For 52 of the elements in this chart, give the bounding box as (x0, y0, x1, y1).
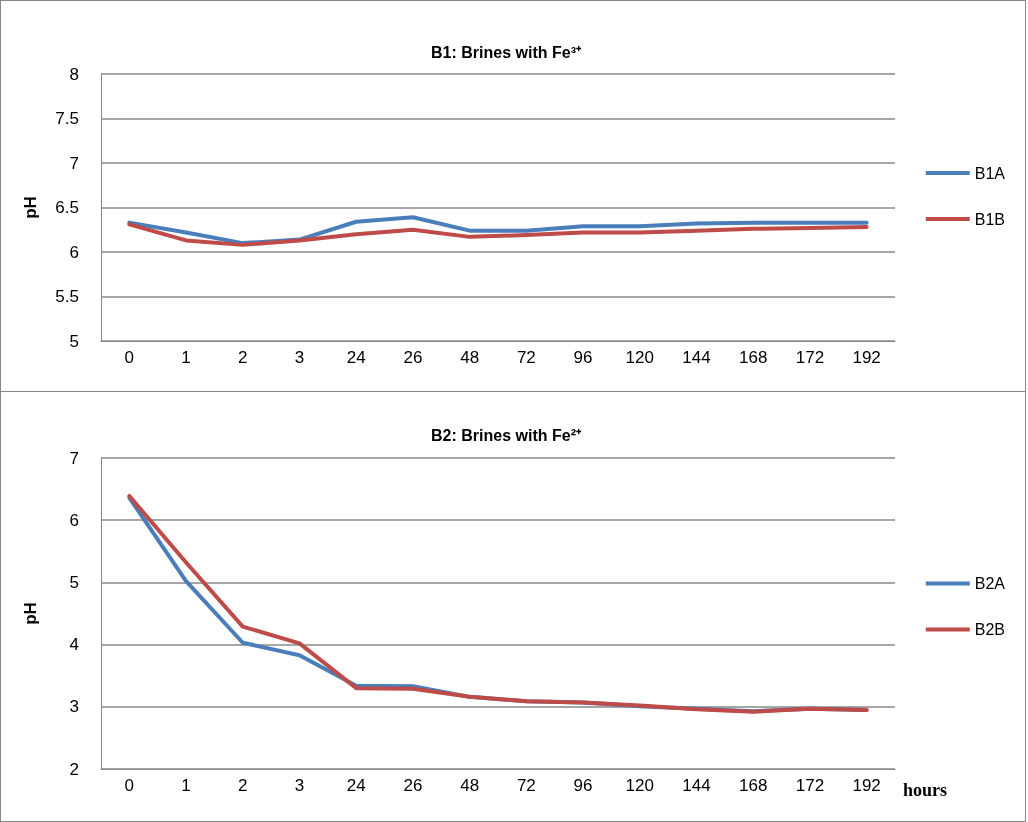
y-tick-label: 7 (69, 448, 79, 468)
x-tick-label: 144 (682, 776, 711, 795)
x-tick-label: 3 (294, 348, 305, 367)
x-tick-label: 26 (403, 776, 423, 795)
x-tick-label: 24 (346, 348, 366, 367)
line-series (127, 215, 869, 246)
x-tick-label: 1 (181, 776, 191, 795)
x-tick-label: 120 (625, 348, 654, 367)
x-tick-label: 2 (238, 348, 248, 367)
x-tick-label: 172 (795, 348, 825, 367)
y-tick-label: 4 (69, 635, 79, 655)
x-tick-label: 120 (625, 776, 654, 795)
x-tick-label: 2 (238, 776, 248, 795)
legend-label: B2A (974, 575, 1006, 592)
y-tick-label: 8 (69, 64, 79, 84)
legend-label: B2B (974, 621, 1006, 638)
y-tick-label: 5.5 (55, 287, 79, 306)
x-tick-label: 168 (739, 348, 768, 367)
x-tick-label: 72 (516, 348, 536, 367)
x-tick-label: 144 (682, 348, 711, 367)
line-series (127, 222, 869, 247)
y-tick-label: 5 (69, 331, 79, 351)
y-tick-label: 3 (69, 697, 79, 717)
chart-title: B2: Brines with Fe²⁺ (431, 426, 582, 444)
x-tick-label: 172 (795, 776, 825, 795)
x-tick-label: 96 (573, 348, 593, 367)
x-tick-label: 72 (516, 776, 536, 795)
x-tick-label: 3 (294, 776, 305, 795)
x-tick-label: 0 (124, 348, 135, 367)
x-tick-label: 96 (573, 776, 593, 795)
y-tick-label: 6 (69, 510, 79, 530)
legend-label: B1A (974, 164, 1006, 182)
y-tick-label: 6.5 (55, 198, 79, 217)
x-tick-label: 26 (403, 348, 423, 367)
x-tick-label: 0 (124, 776, 135, 795)
chart-title: B1: Brines with Fe³⁺ (431, 43, 582, 61)
x-axis-title: hours (903, 780, 948, 800)
y-axis-title: pH (21, 602, 40, 625)
y-tick-label: 7 (69, 153, 79, 173)
legend-label: B1B (974, 210, 1006, 228)
x-tick-label: 192 (852, 348, 881, 367)
x-tick-label: 24 (346, 776, 366, 795)
y-tick-label: 2 (69, 759, 79, 779)
y-axis-title: pH (21, 196, 40, 219)
y-tick-label: 5 (69, 572, 79, 592)
x-tick-label: 168 (739, 776, 768, 795)
x-tick-label: 48 (460, 348, 480, 367)
x-tick-label: 48 (460, 776, 480, 795)
x-tick-label: 192 (852, 776, 881, 795)
y-tick-label: 6 (69, 242, 79, 262)
x-tick-label: 1 (181, 348, 191, 367)
y-tick-label: 7.5 (55, 109, 79, 128)
